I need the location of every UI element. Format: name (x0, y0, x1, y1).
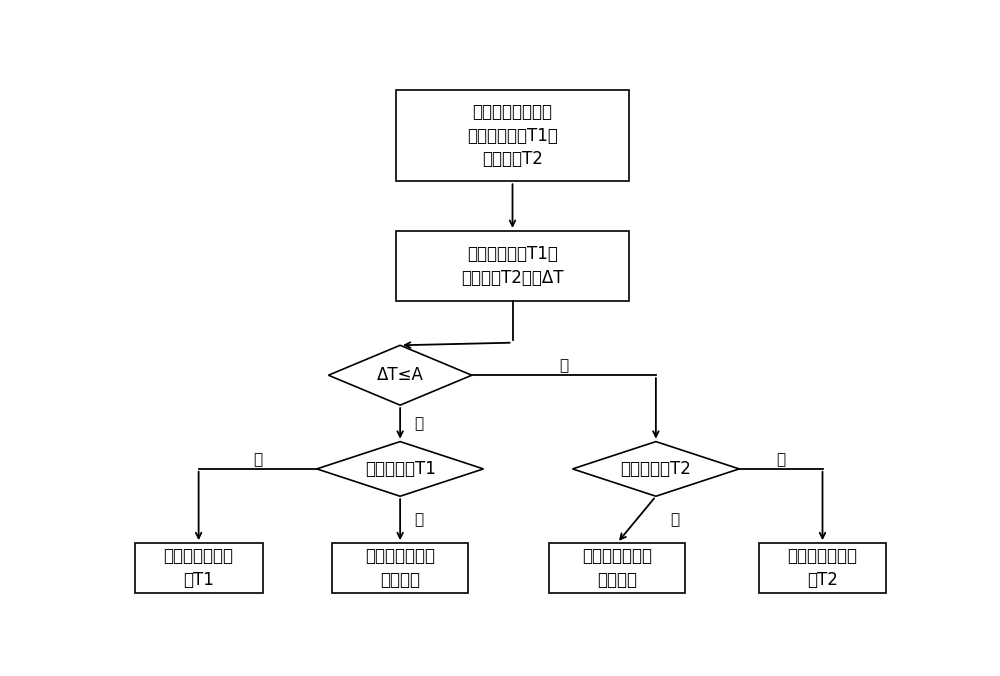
Text: 将参考温度切换
为T2: 将参考温度切换 为T2 (788, 547, 858, 589)
Text: 否: 否 (559, 358, 568, 373)
Text: 否: 否 (776, 452, 785, 467)
Text: 冷水机组维持原
状态不变: 冷水机组维持原 状态不变 (582, 547, 652, 589)
FancyBboxPatch shape (135, 543, 263, 593)
Text: 参考温度为T2: 参考温度为T2 (620, 460, 691, 478)
Polygon shape (573, 441, 739, 496)
FancyBboxPatch shape (396, 231, 629, 301)
Text: ΔT≤A: ΔT≤A (377, 366, 424, 384)
Text: 冷水机组维持原
状态不变: 冷水机组维持原 状态不变 (365, 547, 435, 589)
Polygon shape (317, 441, 483, 496)
Text: 检测冷水机组冷冻
水的进水温度T1和
出水温度T2: 检测冷水机组冷冻 水的进水温度T1和 出水温度T2 (467, 103, 558, 168)
Text: 否: 否 (253, 452, 262, 467)
FancyBboxPatch shape (332, 543, 468, 593)
Text: 计算进水温度T1和
出水温度T2之差ΔT: 计算进水温度T1和 出水温度T2之差ΔT (461, 245, 564, 287)
FancyBboxPatch shape (396, 90, 629, 181)
FancyBboxPatch shape (549, 543, 685, 593)
Text: 是: 是 (414, 512, 423, 527)
Text: 参考温度为T1: 参考温度为T1 (365, 460, 436, 478)
Text: 将参考温度切换
为T1: 将参考温度切换 为T1 (164, 547, 234, 589)
Text: 是: 是 (670, 512, 679, 527)
FancyBboxPatch shape (759, 543, 886, 593)
Polygon shape (328, 345, 472, 405)
Text: 是: 是 (414, 416, 423, 431)
